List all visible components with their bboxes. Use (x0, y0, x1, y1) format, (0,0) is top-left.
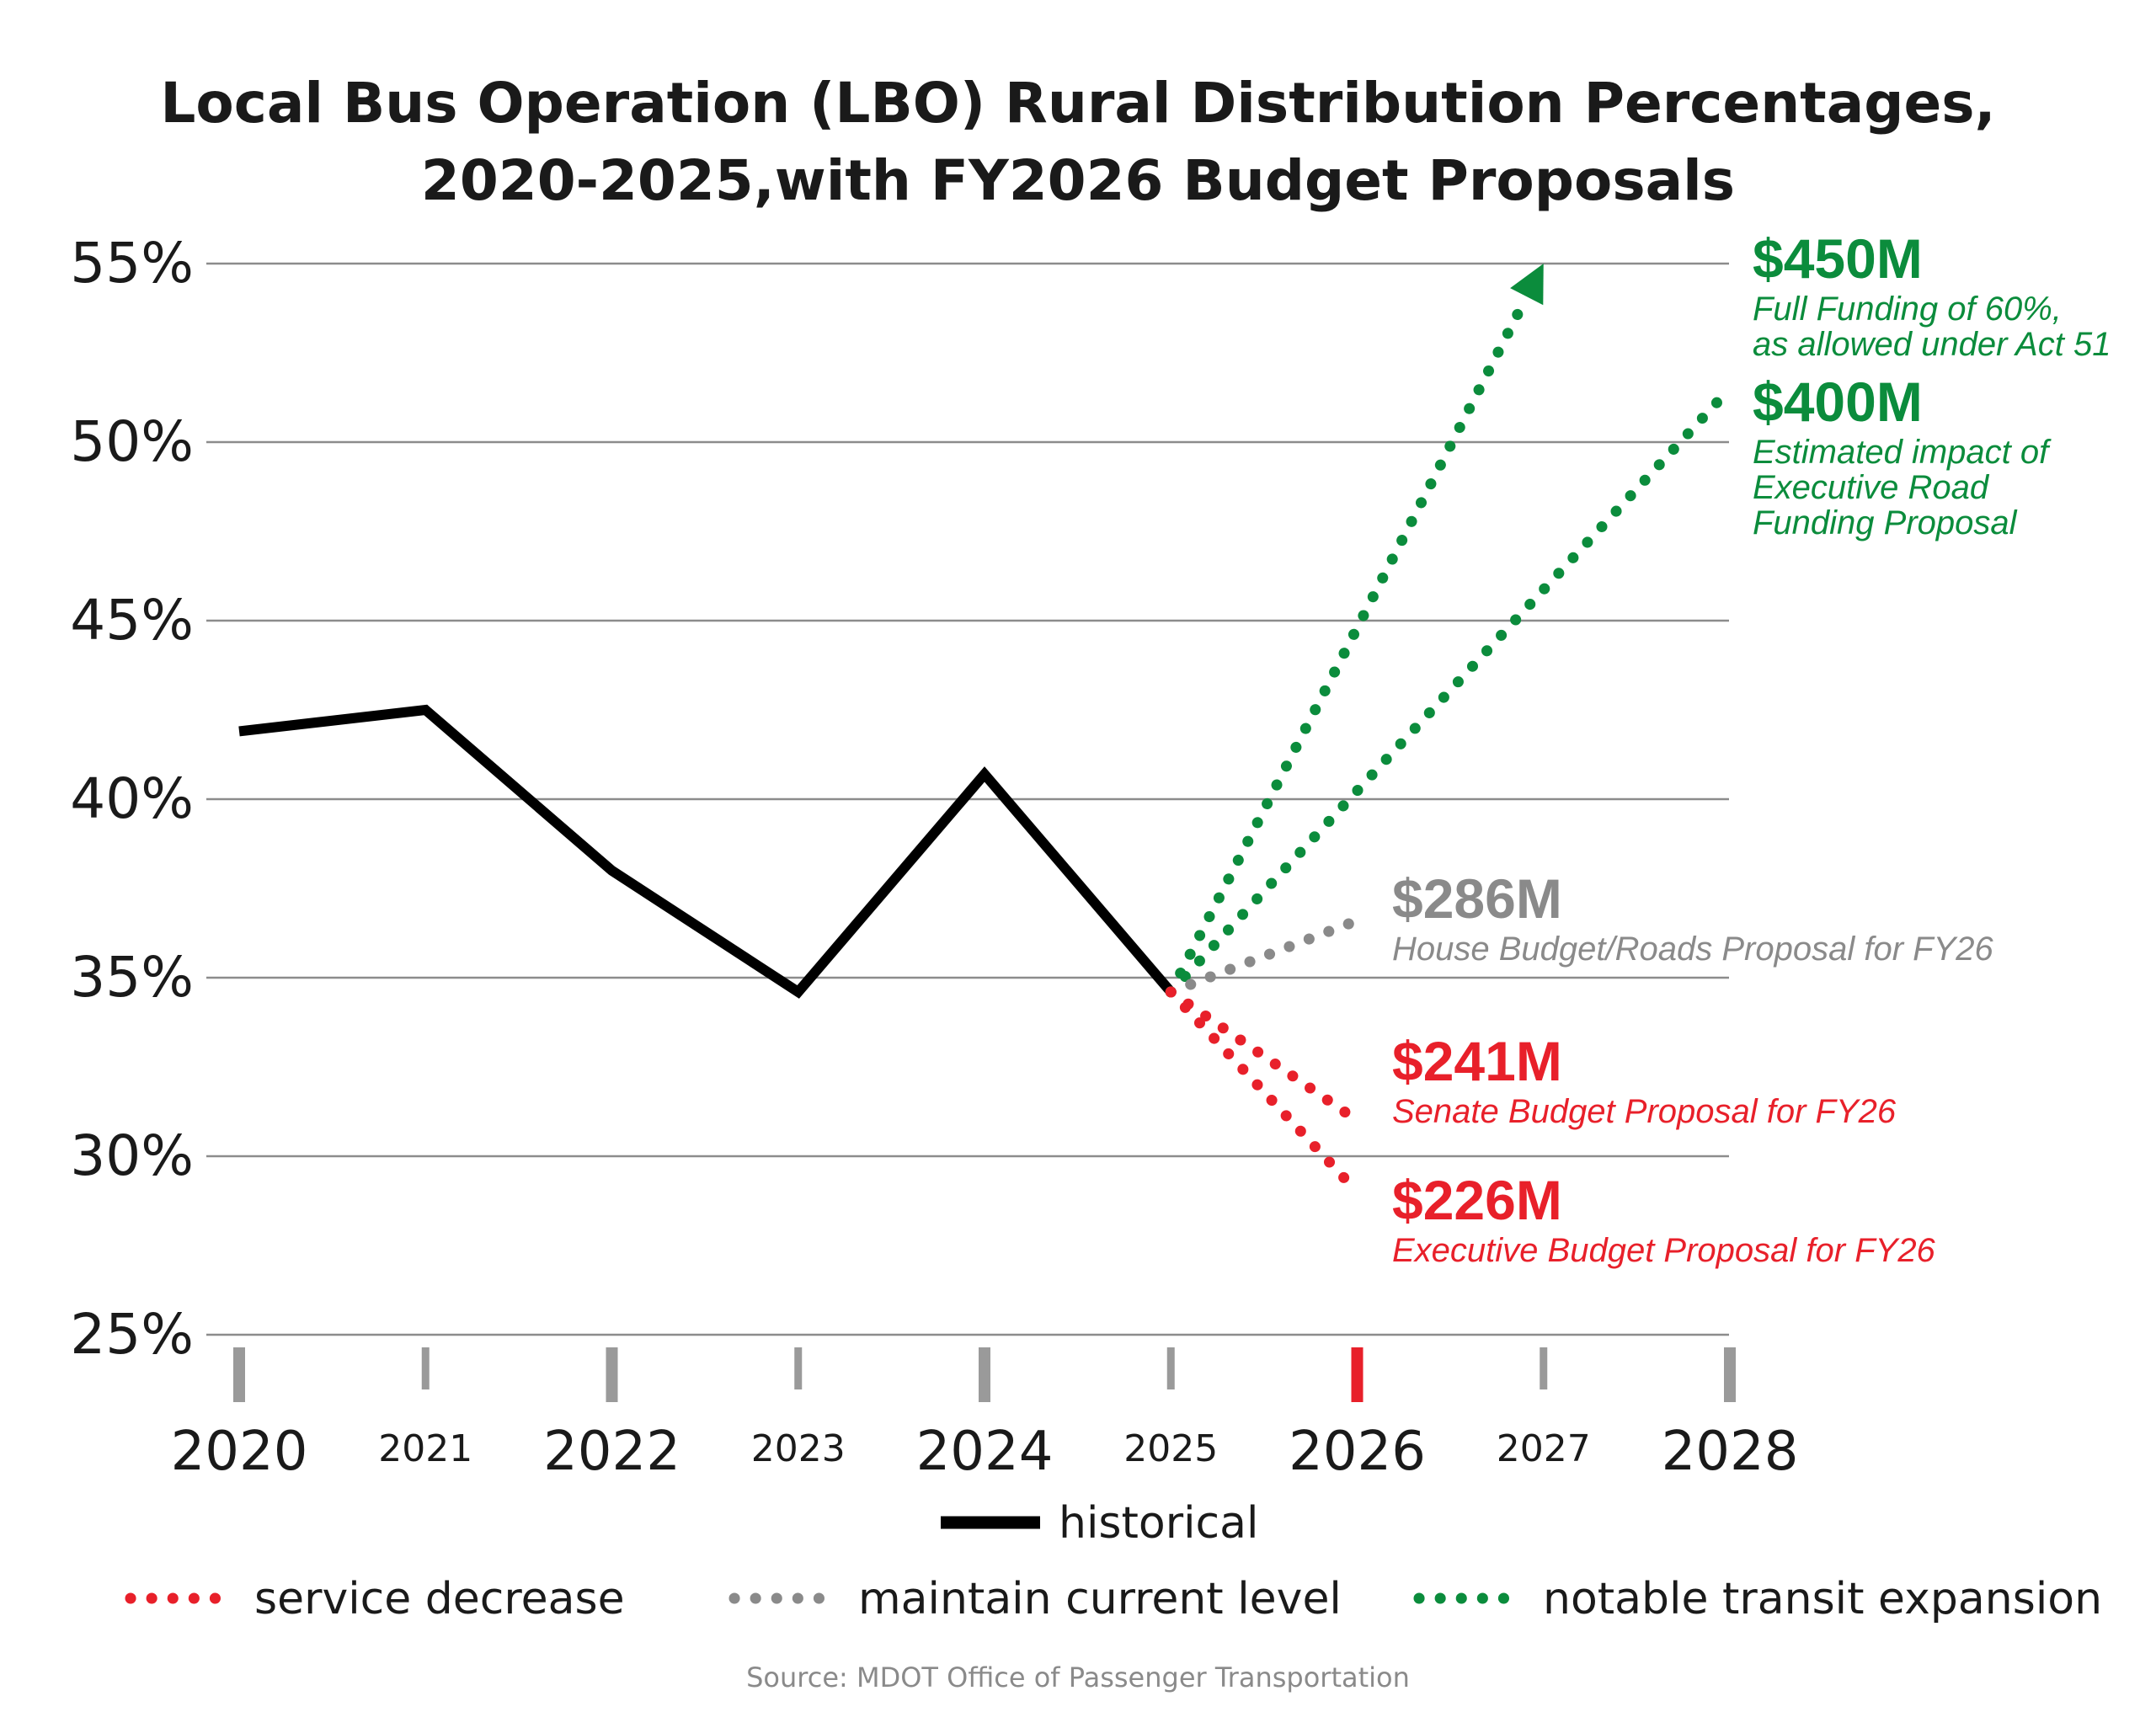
y-tick-label: 40% (70, 766, 194, 831)
annotation-value-400m: $400M (1753, 371, 1923, 433)
series-line-450m (1165, 291, 1533, 998)
annotation-value-226m: $226M (1392, 1169, 1562, 1231)
x-tick-label: 2020 (171, 1421, 308, 1483)
annotation-value-241m: $241M (1392, 1030, 1562, 1092)
chart-title-line: 2020-2025,with FY2026 Budget Proposals (421, 148, 1735, 213)
y-tick-label: 35% (70, 945, 194, 1010)
annotation-desc-400m: Funding Proposal (1753, 504, 2018, 541)
x-tick-label: 2024 (916, 1421, 1054, 1483)
source-label: Source: MDOT Office of Passenger Transpo… (746, 1661, 1410, 1693)
series-line-226m (1165, 986, 1363, 1197)
y-tick-label: 50% (70, 409, 194, 474)
legend-label-historical: historical (1059, 1498, 1258, 1549)
x-tick-label: 2026 (1289, 1421, 1426, 1483)
x-axis: 2020 2021 2022 2023 2024 2025 2026 2027 2028 (171, 1347, 1799, 1483)
series-line-286m (1165, 915, 1363, 998)
y-tick-label: 25% (70, 1302, 194, 1367)
x-tick-label: 2028 (1662, 1421, 1799, 1483)
legend-label-maintain-current-level: maintain current level (858, 1574, 1342, 1624)
y-tick-label: 30% (70, 1123, 194, 1188)
annotation-desc-450m: as allowed under Act 51 (1753, 326, 2111, 363)
legend-label-service-decrease: service decrease (254, 1574, 625, 1624)
series-line-historical (238, 704, 1175, 999)
annotation-desc-286m: House Budget/Roads Proposal for FY26 (1392, 931, 1994, 968)
annotation-desc-241m: Senate Budget Proposal for FY26 (1392, 1093, 1897, 1130)
annotation-desc-450m: Full Funding of 60%, (1753, 291, 2062, 328)
x-tick-label: 2022 (543, 1421, 680, 1483)
chart-title: Local Bus Operation (LBO) Rural Distribu… (160, 71, 1995, 213)
y-tick-label: 45% (70, 588, 194, 653)
series-arrowhead-450m (1510, 264, 1544, 306)
y-axis: 55% 50% 45% 40% 35% 30% 25% (70, 231, 194, 1367)
plot-series (238, 264, 1736, 1197)
annotation-desc-226m: Executive Budget Proposal for FY26 (1392, 1232, 1936, 1269)
gridlines (206, 262, 1729, 1336)
x-tick-label: 2021 (378, 1427, 472, 1470)
source-note: Source: MDOT Office of Passenger Transpo… (746, 1661, 1410, 1693)
legend: historical service decrease maintain curre… (125, 1498, 2102, 1624)
y-tick-label: 55% (70, 231, 194, 296)
x-tick-label: 2027 (1497, 1427, 1591, 1470)
annotation-desc-400m: Estimated impact of (1753, 434, 2052, 471)
chart-title-line: Local Bus Operation (LBO) Rural Distribu… (160, 71, 1995, 136)
x-tick-label: 2023 (751, 1427, 846, 1470)
annotation-desc-400m: Executive Road (1753, 469, 1990, 506)
annotation-value-450m: $450M (1753, 227, 1923, 290)
annotation-value-286m: $286M (1392, 867, 1562, 930)
legend-label-notable-transit-expansion: notable transit expansion (1543, 1574, 2102, 1624)
series-line-241m (1165, 986, 1363, 1127)
x-tick-label: 2025 (1123, 1427, 1218, 1470)
